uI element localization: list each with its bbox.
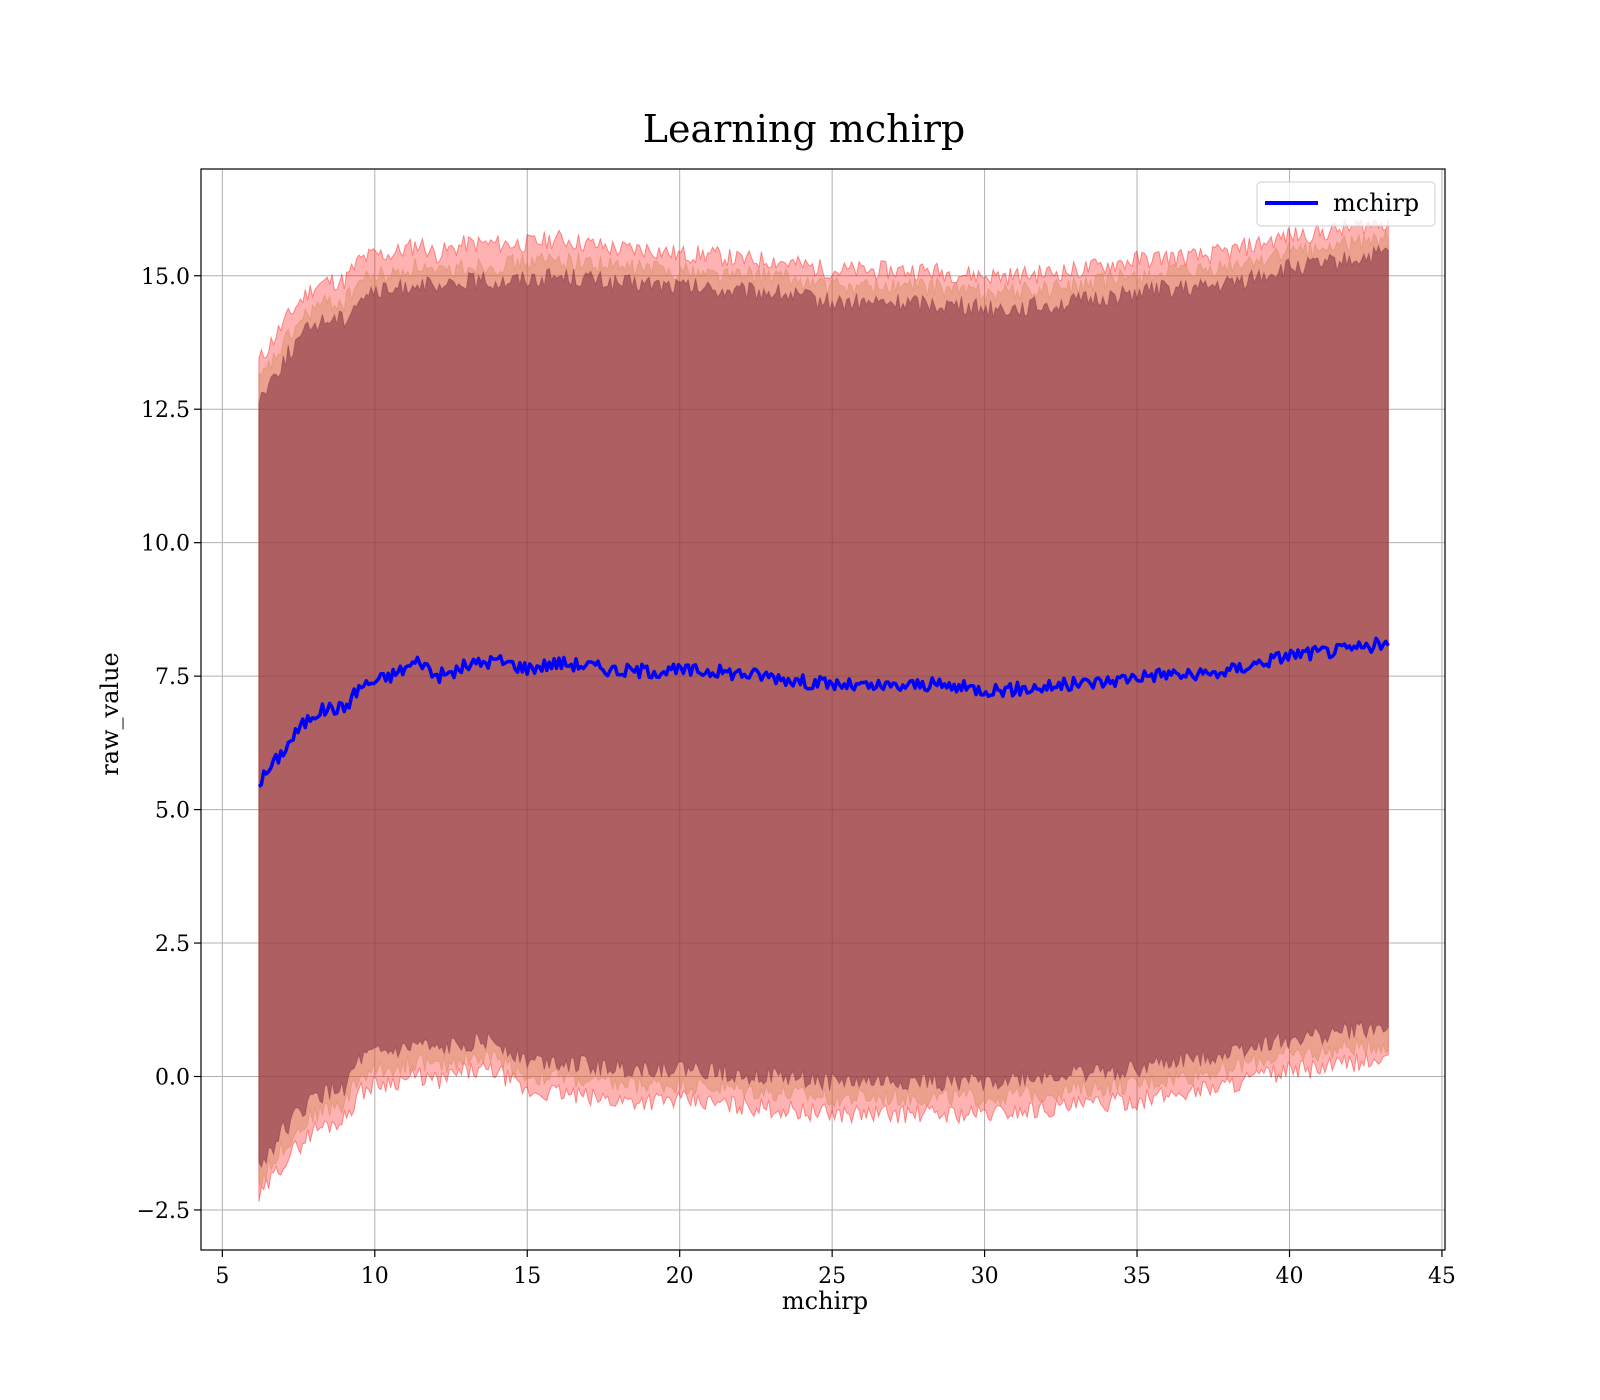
y-tick-label-0: −2.5 — [137, 1199, 190, 1224]
series-line-mchirp — [257, 636, 1390, 788]
x-tick-label-8: 45 — [1428, 1264, 1456, 1289]
x-axis-label: mchirp — [782, 1287, 868, 1315]
y-tick-label-1: 0.0 — [155, 1066, 190, 1091]
y-axis-label: raw_value — [96, 652, 124, 776]
x-tick-label-1: 10 — [361, 1264, 389, 1289]
y-tick-label-3: 5.0 — [155, 799, 190, 824]
x-tick-label-5: 30 — [971, 1264, 999, 1289]
legend-box — [1256, 181, 1436, 227]
y-tick-label-4: 7.5 — [155, 665, 190, 690]
x-axis-ticks: 5 10 15 20 25 30 35 40 45 — [215, 1250, 1456, 1289]
plot-frame — [200, 168, 1446, 1251]
x-tick-label-0: 5 — [215, 1264, 229, 1289]
x-tick-label-2: 15 — [513, 1264, 541, 1289]
y-axis-ticks: −2.5 0.0 2.5 5.0 7.5 10.0 12.5 15.0 — [137, 265, 201, 1224]
y-tick-label-2: 2.5 — [155, 932, 190, 957]
x-tick-label-3: 20 — [666, 1264, 694, 1289]
legend-label-mchirp: mchirp — [1333, 189, 1419, 217]
x-tick-label-6: 35 — [1123, 1264, 1151, 1289]
band-2 — [258, 244, 1389, 1169]
legend: mchirp — [1256, 181, 1436, 227]
series-lines — [257, 636, 1390, 788]
chart-title: Learning mchirp — [643, 107, 965, 151]
x-tick-label-4: 25 — [818, 1264, 846, 1289]
x-tick-label-7: 40 — [1276, 1264, 1304, 1289]
y-tick-label-7: 15.0 — [141, 265, 190, 290]
y-tick-label-6: 12.5 — [141, 398, 190, 423]
confidence-bands — [258, 217, 1389, 1202]
y-tick-label-5: 10.0 — [141, 532, 190, 557]
